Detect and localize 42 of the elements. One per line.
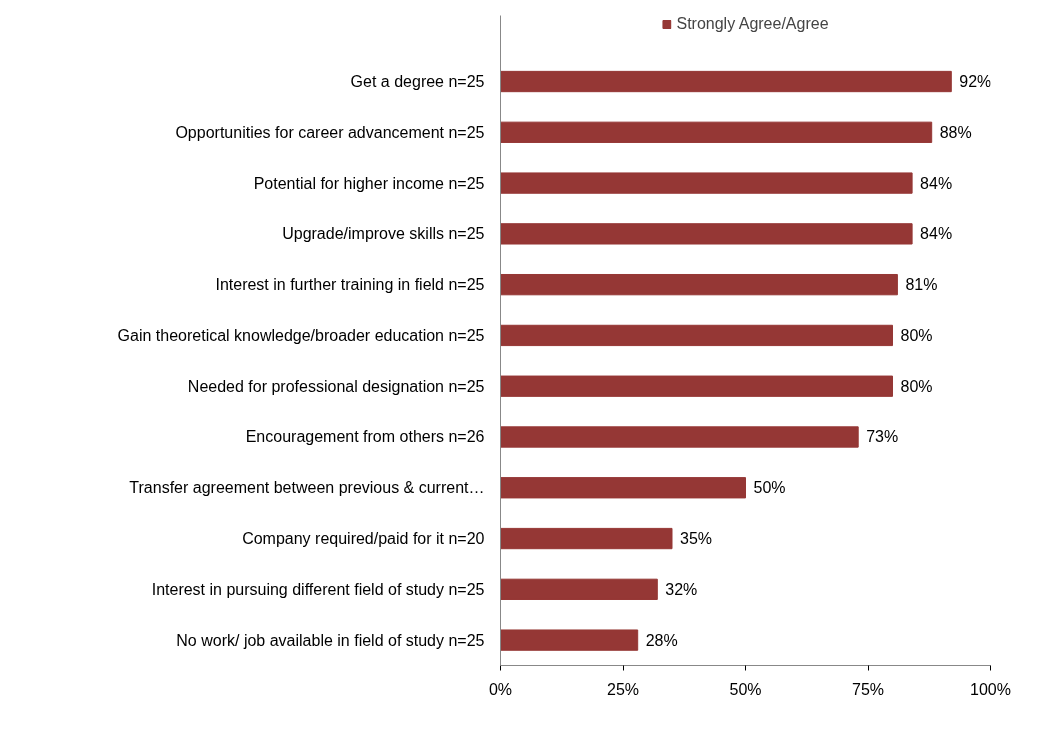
data-label: 84% — [920, 225, 953, 243]
y-tick-label: Gain theoretical knowledge/broader education n=25 — [117, 326, 485, 344]
data-label: 88% — [939, 123, 972, 141]
y-tick-label: Upgrade/improve skills n=25 — [282, 225, 485, 243]
bar — [500, 477, 746, 499]
bar — [500, 426, 859, 448]
bar — [500, 121, 933, 143]
data-label: 32% — [665, 580, 698, 598]
data-label: 80% — [900, 326, 933, 344]
data-label: 73% — [866, 428, 899, 446]
x-tick-label: 75% — [851, 680, 885, 698]
y-tick-label: No work/ job available in field of study n=25 — [176, 631, 485, 649]
data-label: 92% — [959, 73, 992, 91]
y-tick-label: Needed for professional designation n=25 — [187, 377, 485, 395]
bar — [500, 527, 673, 550]
x-tick-label: 50% — [729, 680, 762, 698]
bar — [500, 629, 639, 651]
data-label: 50% — [753, 479, 786, 497]
bar — [500, 70, 952, 93]
data-label: 80% — [900, 377, 933, 395]
y-tick-label: Get a degree n=25 — [350, 73, 485, 91]
data-label: 28% — [645, 631, 678, 649]
bar — [500, 273, 898, 296]
y-tick-label: Opportunities for career advancement n=25 — [175, 123, 485, 141]
y-tick-label: Interest in pursuing different field of study n=25 — [151, 580, 485, 598]
bar — [500, 578, 658, 600]
x-tick-label: 100% — [970, 680, 1011, 698]
y-tick-label: Interest in further training in field n=25 — [215, 276, 485, 294]
y-tick-label: Potential for higher income n=25 — [253, 174, 485, 192]
bar — [500, 172, 913, 194]
y-tick-label: Encouragement from others n=26 — [245, 428, 485, 446]
y-tick-label: Transfer agreement between previous & current… — [129, 479, 485, 497]
legend-label: Strongly Agree/Agree — [676, 15, 829, 33]
bar — [500, 223, 913, 245]
x-tick-label: 25% — [606, 680, 640, 698]
bar — [500, 375, 893, 397]
bar — [500, 324, 893, 347]
y-tick-label: Company required/paid for it n=20 — [242, 530, 485, 548]
data-label: 84% — [920, 174, 953, 192]
x-tick-label: 0% — [488, 680, 513, 698]
data-label: 35% — [680, 530, 713, 548]
data-label: 81% — [905, 276, 938, 294]
